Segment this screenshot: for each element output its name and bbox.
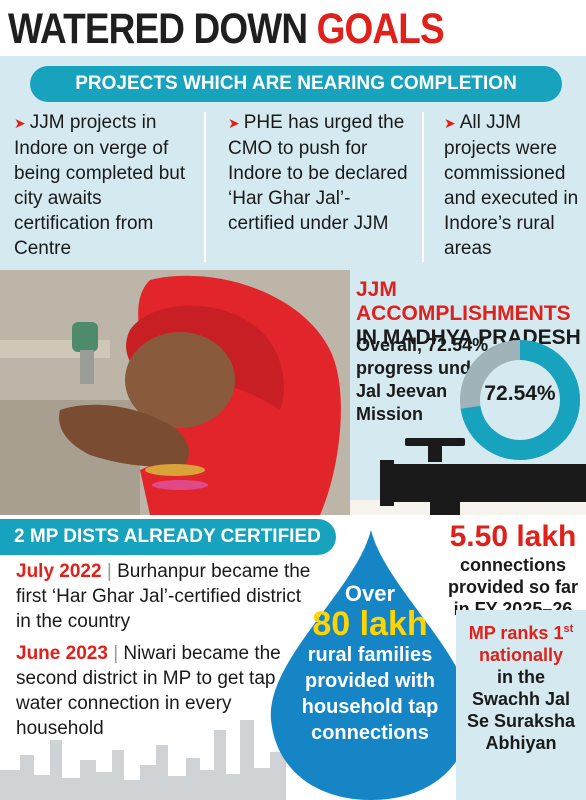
progress-donut (460, 340, 580, 460)
drop-over: Over (344, 581, 396, 606)
arrow-icon: ➤ (444, 115, 456, 131)
accomplishments-text: Overall, 72.54% progress under Jal Jeeva… (356, 335, 489, 424)
headline-part2: GOALS (316, 5, 445, 53)
project-text-1: JJM projects in Indore on verge of being… (14, 112, 186, 259)
donut-progress-arc (460, 340, 580, 460)
drop-stat: Over 80 lakh rural families provided wit… (290, 582, 450, 746)
drop-line-4: connections (311, 722, 429, 744)
connections-line-1: connections (459, 555, 566, 575)
project-text-3: All JJM projects were commissioned and e… (444, 112, 579, 259)
arrow-icon: ➤ (228, 115, 240, 131)
project-column-2: ➤ PHE has urged the CMO to push for Indor… (228, 110, 414, 262)
certified-text-1: Burhanpur became the first ‘Har Ghar Jal… (16, 561, 311, 632)
rank-line-1: MP ranks 1st (468, 623, 574, 643)
connections-line-2: provided so far (447, 577, 579, 597)
progress-label: 72.54% (484, 382, 556, 405)
water-drop-icon (270, 530, 472, 800)
certified-date-1: July 2022 (16, 561, 102, 582)
rank-panel: MP ranks 1st nationally in the Swachh Ja… (456, 610, 586, 800)
connections-value: 5.50 lakh (449, 520, 577, 553)
arrow-icon: ➤ (14, 115, 26, 131)
accomplishments-title: JJM ACCOMPLISHMENTS IN MADHYA PRADESH (356, 278, 586, 350)
certified-banner: 2 MP DISTS ALREADY CERTIFIED (0, 519, 336, 555)
certified-text-2: Niwari became the second district in MP … (16, 643, 281, 739)
woman-drinking-photo (0, 270, 350, 515)
tap-icon (380, 438, 586, 525)
headline-bar: WATERED DOWN GOALS (0, 0, 586, 56)
project-column-1: ➤ JJM projects in Indore on verge of bein… (14, 110, 192, 262)
headline: WATERED DOWN GOALS (8, 4, 445, 54)
project-text-2: PHE has urged the CMO to push for Indore… (228, 112, 408, 234)
drop-line-2: provided with (305, 670, 435, 692)
rank-text-1: in the (497, 667, 545, 687)
certified-item-2: June 2023 | Niwari became the second dis… (16, 643, 281, 739)
projects-banner: PROJECTS WHICH ARE NEARING COMPLETION (30, 66, 562, 102)
rank-text-4: Abhiyan (485, 733, 557, 753)
accomplishments-title-line1: JJM ACCOMPLISHMENTS (356, 278, 571, 325)
headline-part1: WATERED DOWN (8, 5, 308, 53)
projects-section: PROJECTS WHICH ARE NEARING COMPLETION ➤ J… (0, 56, 586, 270)
city-skyline (0, 720, 286, 800)
rank-line-2: nationally (478, 645, 563, 665)
photo-illustration (0, 270, 350, 515)
certified-item-1: July 2022 | Burhanpur became the first ‘… (16, 561, 311, 632)
drop-value: 80 lakh (312, 605, 428, 643)
column-divider (204, 112, 206, 262)
project-column-3: ➤ All JJM projects were commissioned and … (444, 110, 584, 262)
rank-text-3: Se Suraksha (466, 711, 576, 731)
column-divider (422, 112, 424, 262)
connections-stat: 5.50 lakh connections provided so far in… (440, 520, 586, 620)
drop-line-1: rural families (307, 644, 433, 666)
drop-line-3: household tap (301, 696, 439, 718)
certified-date-2: June 2023 (16, 643, 108, 664)
rank-text-2: Swachh Jal (471, 689, 571, 709)
